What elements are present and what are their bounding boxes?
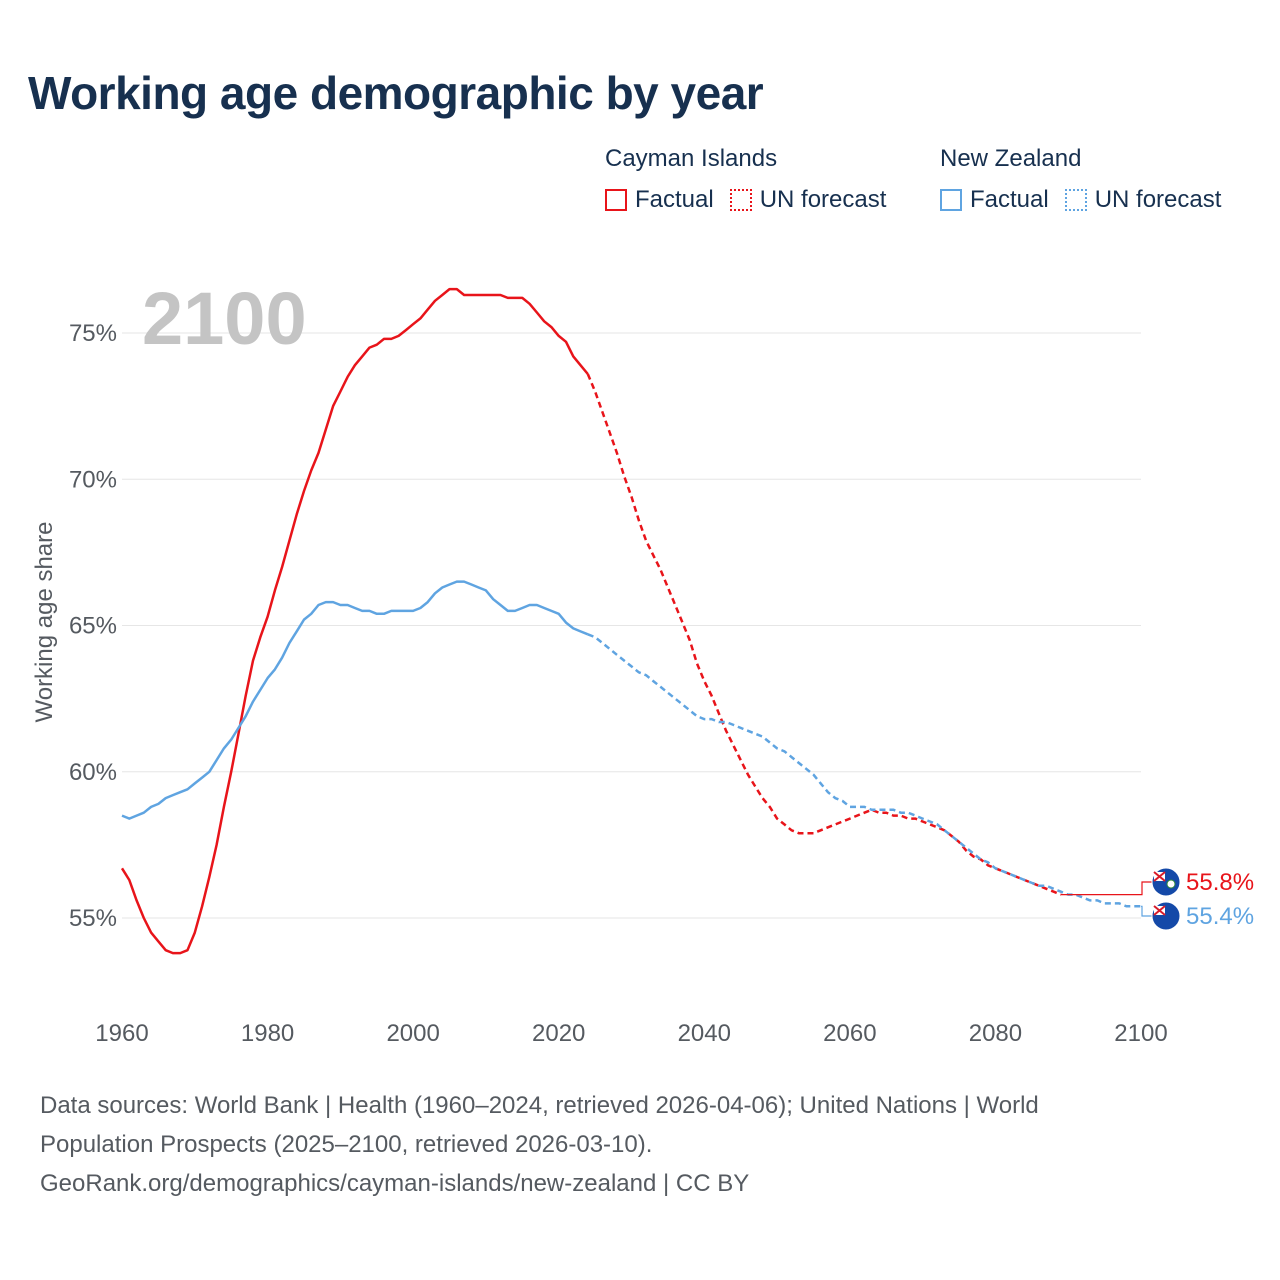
series-line-cayman-islands-forecast [586,373,1062,896]
series-line-new-zealand-forecast [587,633,1141,908]
chart-svg: 2100 Working age share 55% 60% 65% 70% 75% 1… [31,277,1254,1047]
y-tick-label: 60% [69,759,117,786]
x-tick-label: 2080 [969,1020,1022,1047]
legend-item-new-zealand-factual[interactable]: Factual [940,186,1049,214]
x-tick-label: 1980 [241,1020,294,1047]
x-tick-label: 2060 [823,1020,876,1047]
x-tick-label: 1960 [95,1020,148,1047]
y-tick-label: 65% [69,613,117,640]
source-note: Data sources: World Bank | Health (1960–… [40,1086,1240,1203]
source-line-1: Data sources: World Bank | Health (1960–… [40,1092,1039,1119]
flag-cayman-islands-icon [1151,867,1181,897]
y-axis-label: Working age share [31,522,58,723]
y-tick-label: 75% [69,320,117,347]
legend-label: UN forecast [759,186,887,213]
legend-item-new-zealand-forecast[interactable]: UN forecast [1064,186,1222,214]
flag-cross [1153,905,1166,916]
legend-swatch-solid [605,189,627,211]
legend-swatch-dotted [1064,189,1087,211]
flag-new-zealand-icon [1151,901,1181,931]
gridlines [122,332,1141,919]
end-markers: 55.8% 55.4% [1060,867,1254,931]
end-connector [1141,905,1154,917]
legend-swatch-solid [940,189,962,211]
x-tick-label: 2100 [1114,1020,1167,1047]
legend-group-cayman-islands: Cayman Islands Factual UN forecast [605,144,902,214]
legend-swatch-dotted [729,189,752,211]
end-value-label: 55.8% [1186,869,1254,896]
y-axis-ticks: 55% 60% 65% 70% 75% [69,320,117,932]
year-watermark: 2100 [142,277,307,360]
y-tick-label: 70% [69,466,117,493]
source-line-2: Population Prospects (2025–2100, retriev… [40,1131,653,1158]
legend-label: UN forecast [1094,186,1222,213]
x-tick-label: 2000 [386,1020,439,1047]
end-value-label: 55.4% [1186,903,1254,930]
legend-group-new-zealand: New Zealand Factual UN forecast [940,144,1237,214]
series-line-cayman-islands-factual [120,287,589,955]
legend-group-name: Cayman Islands [605,145,778,172]
source-line-3: GeoRank.org/demographics/cayman-islands/… [40,1170,750,1197]
flag-badge [1166,879,1176,889]
flag-cross [1153,871,1166,882]
legend-label: Factual [970,186,1049,213]
legend-item-cayman-factual[interactable]: Factual [605,186,714,214]
legend-group-name: New Zealand [940,145,1082,172]
y-tick-label: 55% [69,905,117,932]
x-tick-label: 2040 [678,1020,731,1047]
x-axis-ticks: 1960 1980 2000 2020 2040 2060 2080 2100 [95,1020,1167,1047]
series-lines [120,287,1141,955]
end-connector [1060,881,1154,896]
legend-label: Factual [635,186,714,213]
x-tick-label: 2020 [532,1020,585,1047]
chart-title: Working age demographic by year [28,67,764,119]
legend-item-cayman-forecast[interactable]: UN forecast [729,186,887,214]
series-line-new-zealand-factual [121,580,589,820]
